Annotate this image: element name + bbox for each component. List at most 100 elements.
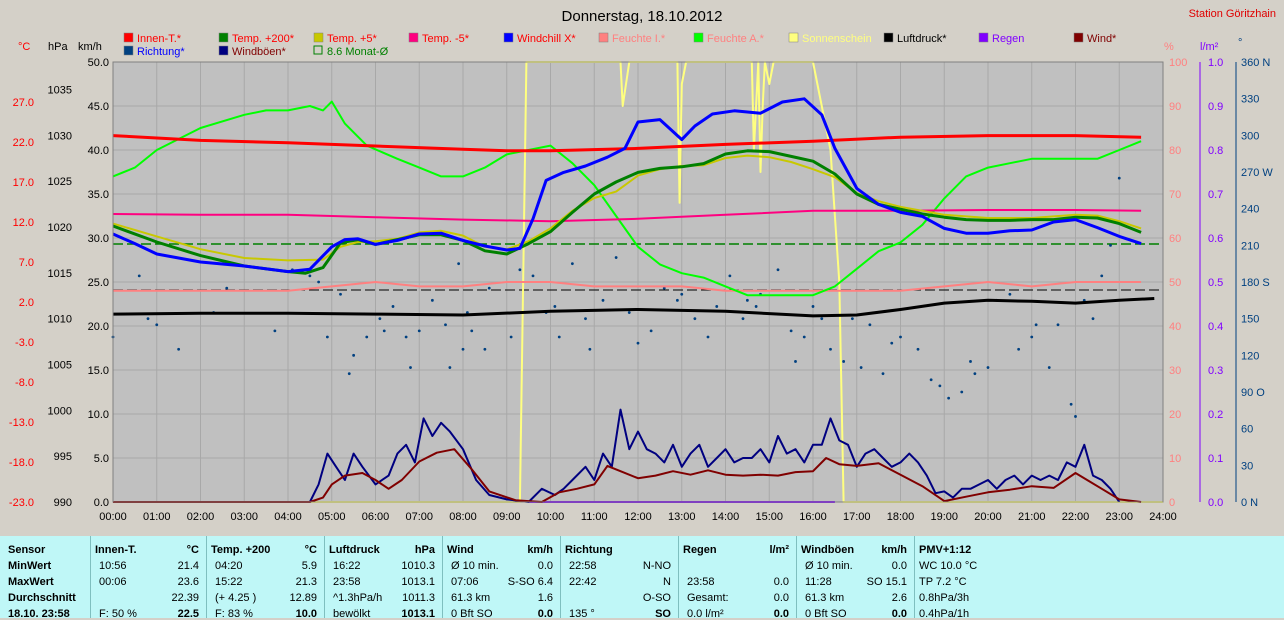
- kmh-axis-tick: 10.0: [88, 409, 109, 421]
- wind-direction-point: [155, 323, 159, 327]
- wind-direction-point: [842, 360, 846, 363]
- stats-value: 21.4: [177, 560, 199, 572]
- legend-swatch: [313, 45, 323, 55]
- wind-direction-point: [728, 274, 732, 278]
- stats-time: F: 83 %: [215, 608, 253, 620]
- stats-header: Luftdruck: [329, 544, 380, 556]
- series-temp-200: [112, 149, 1142, 275]
- wind-direction-point: [553, 305, 557, 308]
- stats-time: Ø 10 min.: [451, 560, 499, 572]
- x-axis-tick: 18:00: [887, 511, 915, 523]
- stats-unit: l/m²: [769, 544, 789, 556]
- stats-value: 0.0: [773, 576, 789, 588]
- legend-label: Feuchte A.*: [707, 33, 765, 45]
- stats-time: 10:56: [99, 560, 127, 572]
- x-axis-tick: 13:00: [668, 511, 696, 523]
- x-axis-tick: 19:00: [930, 511, 958, 523]
- legend-swatch: [978, 32, 989, 43]
- stats-row-label: MinWert: [8, 560, 52, 572]
- x-axis-tick: 14:00: [712, 511, 740, 523]
- x-axis-tick: 11:00: [581, 511, 608, 523]
- hpa-axis-tick: 1020: [48, 222, 72, 234]
- wind-direction-point: [986, 366, 990, 369]
- axes: 27.0 22.0 17.0 12.0 7.0 2.0 -3.0 -8.0 -13.0 -18.0…: [9, 37, 1273, 523]
- wind-direction-point: [365, 335, 369, 339]
- dir-axis-tick: 60: [1241, 424, 1253, 436]
- wind-direction-point: [146, 317, 150, 321]
- wind-direction-point: [649, 329, 653, 333]
- wind-direction-point: [1117, 176, 1121, 180]
- wind-direction-point: [465, 311, 469, 314]
- wind-direction-point: [1091, 317, 1095, 321]
- stats-value: SO: [655, 608, 671, 620]
- stats-time: 61.3 km: [451, 592, 491, 604]
- wind-direction-point: [929, 378, 933, 382]
- stats-value: 5.9: [301, 560, 317, 572]
- stats-value: 22.39: [171, 592, 199, 604]
- wind-direction-point: [518, 268, 522, 272]
- legend-swatch: [788, 32, 799, 43]
- stats-value: S-SO 6.4: [507, 576, 553, 588]
- rain-axis-tick: 0.7: [1208, 189, 1223, 201]
- kmh-axis-tick: 5.0: [94, 453, 109, 465]
- pct-unit: %: [1164, 41, 1174, 53]
- pct-axis-tick: 30: [1169, 365, 1181, 377]
- hpa-unit: hPa: [48, 41, 68, 53]
- x-axis-tick: 04:00: [274, 511, 302, 523]
- series-feuchte-a: [112, 100, 1142, 297]
- stats-value: 0.8hPa/3h: [919, 592, 970, 604]
- wind-direction-point: [137, 274, 141, 278]
- wind-direction-point: [627, 311, 631, 314]
- wind-direction-point: [916, 347, 920, 351]
- hpa-axis-tick: 1000: [48, 405, 72, 417]
- dir-axis-tick: 240: [1241, 204, 1259, 216]
- legend-label: Temp. +200*: [232, 33, 295, 45]
- stats-wind-column: Wind km/h Ø 10 min. 0.0 07:06 S-SO 6.4 61.3 km…: [442, 536, 561, 620]
- wind-direction-point: [938, 384, 942, 388]
- wind-direction-point: [614, 256, 618, 259]
- x-axis-tick: 07:00: [405, 511, 433, 523]
- wind-direction-point: [584, 317, 587, 321]
- stats-header: Richtung: [565, 544, 613, 556]
- legend-label: Innen-T.*: [137, 33, 182, 45]
- kmh-unit: km/h: [78, 41, 102, 53]
- x-axis-tick: 20:00: [974, 511, 1002, 523]
- stats-time: 0 Bft SO: [805, 608, 847, 620]
- dir-axis-tick: 300: [1241, 130, 1259, 142]
- wind-direction-point: [1100, 274, 1104, 278]
- stats-time: Ø 10 min.: [805, 560, 853, 572]
- stats-value: 22.5: [177, 608, 199, 620]
- rain-axis-tick: 0.3: [1208, 365, 1223, 377]
- temp-axis-tick: 12.0: [13, 217, 34, 229]
- stats-druck-column: Luftdruck hPa 16:22 1010.3 23:58 1013.1 ^1.3hP…: [324, 536, 443, 620]
- x-axis-tick: 09:00: [493, 511, 521, 523]
- stats-value: TP 7.2 °C: [919, 576, 967, 588]
- wind-direction-point: [588, 347, 592, 351]
- wind-direction-point: [960, 390, 964, 394]
- stats-time: 07:06: [451, 576, 479, 588]
- series-temp-5: [112, 154, 1142, 262]
- wind-direction-point: [754, 305, 758, 308]
- wind-direction-point: [570, 262, 574, 266]
- legend-swatch: [693, 32, 704, 43]
- legend-label: Windchill X*: [517, 33, 576, 45]
- pct-axis-tick: 50: [1169, 277, 1181, 289]
- x-axis-tick: 03:00: [230, 511, 258, 523]
- dir-axis-tick: 0 N: [1241, 497, 1258, 509]
- wind-direction-point: [881, 372, 885, 376]
- stats-temp-column: Temp. +200 °C 04:20 5.9 15:22 21.3 (+ 4.25 ) 12…: [206, 536, 325, 620]
- wind-direction-point: [409, 366, 412, 369]
- stats-time: 61.3 km: [805, 592, 845, 604]
- series-feuchte-i: [113, 281, 1142, 292]
- stats-time: bewölkt: [333, 608, 371, 620]
- stats-value: 23.6: [177, 576, 199, 588]
- legend-label: Richtung*: [137, 46, 185, 58]
- wind-direction-point: [352, 353, 356, 357]
- stats-unit: °C: [304, 544, 317, 556]
- legend-label: Luftdruck*: [897, 33, 947, 45]
- wind-direction-point: [347, 372, 351, 376]
- temp-axis-tick: 7.0: [19, 257, 34, 269]
- legend-swatch: [123, 32, 134, 43]
- stats-richtung-column: Richtung 22:58 N-NO 22:42 N O-SO 135 ° SO: [560, 536, 679, 620]
- stats-regen-column: Regen l/m² 23:58 0.0 Gesamt: 0.0 0.0 l/m² 0.0: [678, 536, 797, 620]
